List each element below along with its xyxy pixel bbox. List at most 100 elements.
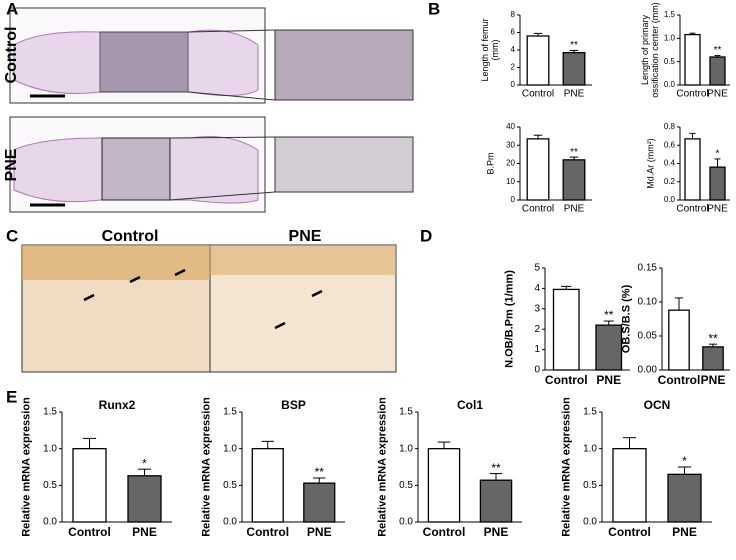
- x-tick-label: PNE: [484, 525, 509, 539]
- y-tick-label: 0.0: [223, 517, 237, 528]
- y-tick-label: 6: [511, 28, 516, 37]
- y-tick-label: 0.5: [664, 57, 676, 66]
- chart-title: Col1: [457, 398, 483, 412]
- roi: [101, 137, 171, 201]
- y-tick-label: 1.5: [399, 407, 413, 418]
- y-axis-label: Relative mRNA expression: [201, 397, 213, 537]
- x-tick-label: PNE: [307, 525, 332, 539]
- y-tick-label: 0.5: [583, 480, 597, 491]
- bar: [612, 448, 647, 523]
- y-tick-label: 10: [506, 177, 515, 186]
- x-tick-label: PNE: [132, 525, 157, 539]
- x-tick-label: Control: [658, 373, 701, 387]
- bar: [668, 309, 690, 371]
- chart-title: BSP: [281, 398, 306, 412]
- y-tick-label: 1.5: [583, 407, 597, 418]
- image-label: Control: [102, 228, 159, 245]
- panel-label: C: [6, 226, 18, 245]
- y-tick-label: 1.5: [664, 10, 676, 19]
- y-tick-label: 5: [534, 263, 540, 274]
- x-tick-label: PNE: [707, 204, 728, 215]
- y-tick-label: 0.15: [638, 263, 658, 274]
- bar: [526, 35, 550, 86]
- panel-label: A: [6, 0, 18, 18]
- significance: *: [142, 456, 147, 470]
- significance: **: [315, 465, 325, 479]
- x-tick-label: PNE: [707, 89, 728, 100]
- significance: *: [682, 454, 687, 468]
- y-tick-label: 0.0: [664, 195, 676, 204]
- y-tick-label: 0.5: [399, 480, 413, 491]
- bar: [251, 448, 284, 523]
- y-tick-label: 1.0: [583, 443, 597, 454]
- y-tick-label: 1: [534, 344, 540, 355]
- roi: [99, 31, 189, 93]
- panel-label: D: [420, 226, 432, 245]
- y-tick-label: 1.5: [43, 407, 57, 418]
- y-tick-label: 0.00: [638, 365, 658, 376]
- significance: *: [716, 149, 720, 160]
- y-tick-label: 3: [534, 303, 540, 314]
- y-tick-label: 0.0: [664, 80, 676, 89]
- y-axis-label: N.OB/B.Pm (1/mm): [504, 270, 516, 368]
- y-tick-label: 2: [534, 324, 540, 335]
- bar: [667, 473, 702, 523]
- y-tick-label: 0.5: [43, 480, 57, 491]
- y-tick-label: 0.5: [223, 480, 237, 491]
- y-tick-label: 4: [511, 45, 516, 54]
- bar: [684, 138, 701, 201]
- bar: [709, 56, 726, 86]
- x-tick-label: PNE: [596, 373, 621, 387]
- x-tick-label: PNE: [672, 525, 697, 539]
- y-tick-label: 0.0: [43, 517, 57, 528]
- bar: [303, 482, 336, 523]
- row-label: Control: [3, 27, 20, 84]
- row-label: PNE: [3, 148, 20, 181]
- significance: **: [491, 461, 501, 475]
- arrows: [83, 268, 323, 330]
- y-tick-label: 0.2: [664, 177, 676, 186]
- significance: **: [604, 308, 614, 322]
- y-axis-label: Relative mRNA expression: [377, 397, 389, 537]
- y-tick-label: 40: [506, 122, 515, 131]
- y-tick-label: 0.0: [583, 517, 597, 528]
- y-tick-label: 1.0: [399, 443, 413, 454]
- bar: [562, 51, 586, 86]
- y-tick-label: 0.4: [664, 159, 676, 168]
- y-axis-label: Relative mRNA expression: [561, 397, 573, 537]
- significance: **: [570, 147, 578, 158]
- y-tick-label: 0: [511, 195, 516, 204]
- y-tick-label: 1.5: [223, 407, 237, 418]
- y-axis-label: Length of femur(mm): [480, 18, 500, 81]
- y-tick-label: 30: [506, 140, 515, 149]
- histology-c: Control PNE: [21, 228, 397, 373]
- y-tick-label: 0.6: [664, 140, 676, 149]
- y-tick-label: 1.0: [223, 443, 237, 454]
- zoom-image: [274, 136, 414, 193]
- y-axis-label: B.Pm: [486, 152, 496, 174]
- significance: **: [708, 331, 718, 345]
- y-tick-label: 0: [534, 365, 540, 376]
- x-tick-label: Control: [676, 204, 708, 215]
- x-tick-label: PNE: [564, 204, 585, 215]
- y-axis-label: Md.Ar (mm²): [646, 138, 656, 189]
- bar: [526, 138, 550, 201]
- y-tick-label: 8: [511, 10, 516, 19]
- y-tick-label: 2: [511, 63, 516, 72]
- bar: [595, 324, 623, 371]
- zoom-image: [274, 29, 414, 101]
- y-tick-label: 0: [511, 80, 516, 89]
- bar: [552, 288, 580, 371]
- y-tick-label: 4: [534, 283, 540, 294]
- chart-title: Runx2: [99, 398, 136, 412]
- bar: [127, 475, 162, 523]
- significance: **: [570, 40, 578, 51]
- bar: [72, 448, 107, 523]
- histology-a: Control PNE: [3, 7, 414, 213]
- bar: [562, 159, 586, 201]
- bar: [684, 33, 701, 86]
- y-tick-label: 0.10: [638, 297, 658, 308]
- x-tick-label: Control: [246, 525, 289, 539]
- x-tick-label: Control: [522, 89, 554, 100]
- x-tick-label: Control: [522, 204, 554, 215]
